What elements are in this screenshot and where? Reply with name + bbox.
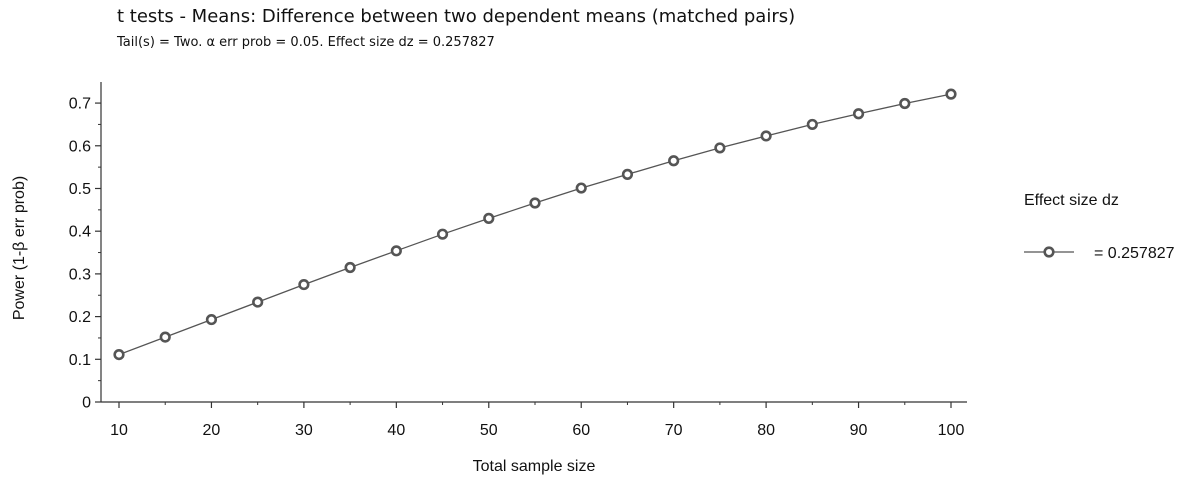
data-point (390, 245, 402, 257)
data-point (852, 108, 865, 120)
axes: 0 0.1 0.2 0.3 0.4 0.5 0.6 0.7 10 20 30 40 50 60 70 80 90… (69, 82, 967, 439)
data-point (159, 331, 171, 343)
legend-series-label: = 0.257827 (1094, 245, 1175, 262)
legend: Effect size dz = 0.257827 (1024, 192, 1175, 262)
x-tick-label: 90 (850, 422, 868, 439)
x-tick-label: 10 (110, 422, 128, 439)
data-point (205, 313, 218, 326)
y-tick-label: 0.5 (69, 181, 91, 198)
data-point (806, 118, 818, 131)
data-point (436, 228, 449, 240)
data-point (945, 88, 957, 100)
data-point (252, 296, 264, 308)
data-point (899, 97, 911, 110)
y-tick-label: 0 (82, 395, 91, 412)
y-tick-label: 0.3 (69, 266, 91, 283)
data-point (344, 261, 356, 274)
data-point (113, 349, 125, 361)
x-tick-label: 30 (295, 422, 313, 439)
data-point (621, 168, 634, 180)
x-tick-label: 100 (938, 422, 965, 439)
data-point (529, 197, 541, 209)
chart-subtitle: Tail(s) = Two. α err prob = 0.05. Effect… (117, 35, 495, 50)
x-tick-label: 50 (480, 422, 498, 439)
x-tick-label: 70 (665, 422, 683, 439)
plot-area (113, 88, 957, 361)
data-point (483, 212, 495, 224)
series-line (118, 93, 952, 356)
data-point (575, 182, 587, 194)
y-tick-label: 0.2 (69, 309, 91, 326)
data-point (714, 142, 726, 154)
x-axis-title: Total sample size (473, 458, 596, 475)
y-tick-label: 0.1 (69, 352, 91, 369)
x-tick-label: 60 (572, 422, 590, 439)
x-tick-label: 40 (387, 422, 405, 439)
x-tick-label: 80 (757, 422, 775, 439)
y-tick-label: 0.6 (69, 138, 91, 155)
data-point (668, 155, 680, 167)
y-axis-title: Power (1-β err prob) (11, 176, 28, 320)
y-tick-label: 0.4 (69, 224, 91, 241)
legend-marker (1043, 246, 1055, 258)
data-point (760, 130, 772, 142)
x-tick-label: 20 (203, 422, 221, 439)
chart-title: t tests - Means: Difference between two … (117, 6, 796, 27)
y-tick-label: 0.7 (69, 96, 91, 113)
legend-title: Effect size dz (1024, 192, 1119, 209)
data-point (298, 278, 310, 291)
